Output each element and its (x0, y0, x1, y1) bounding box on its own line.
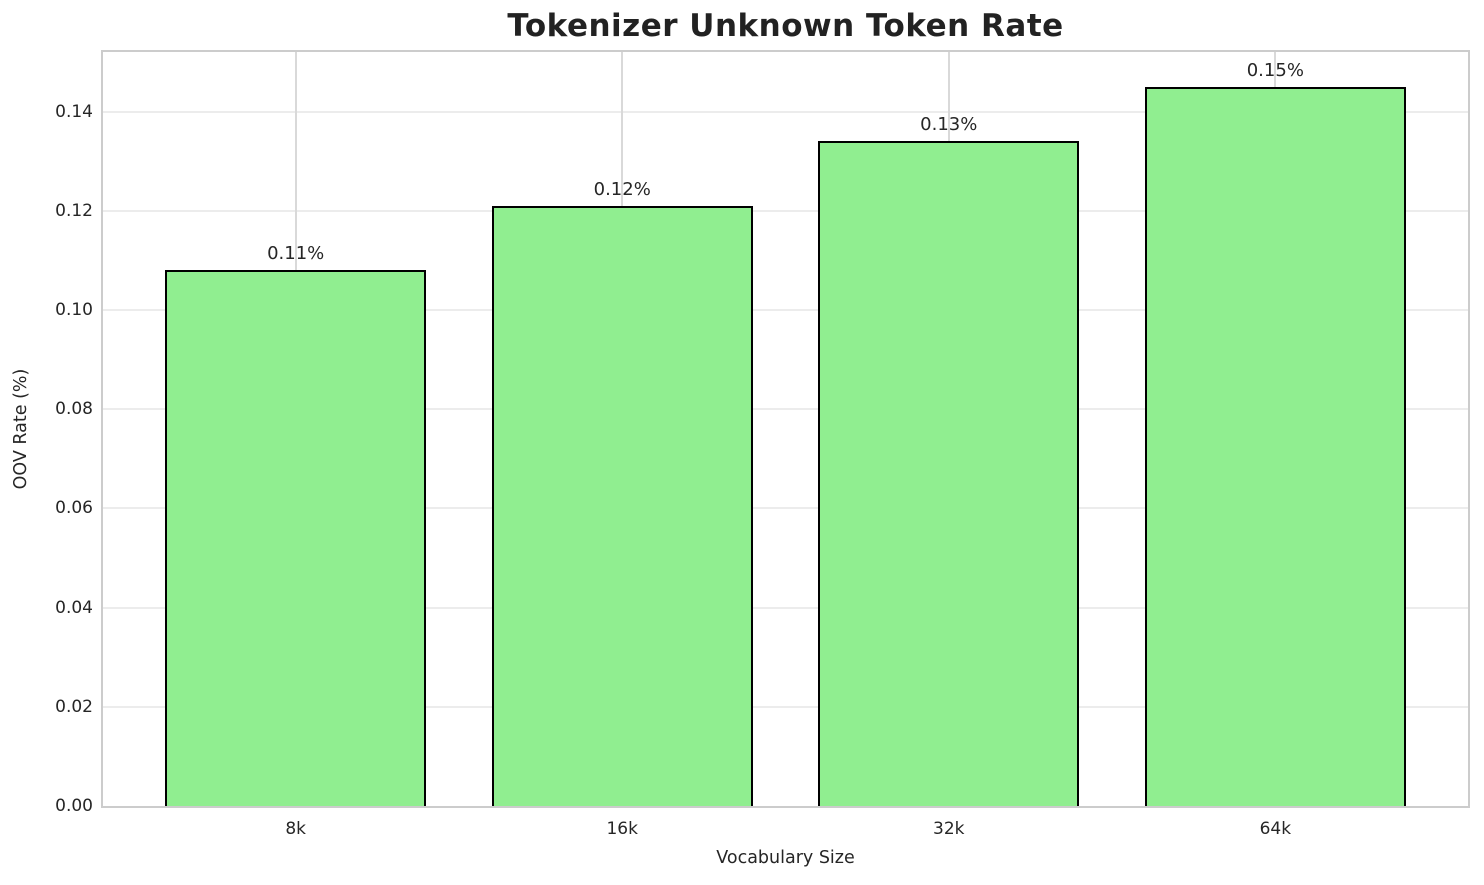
bar-16k (491, 205, 753, 806)
gridline-horizontal (103, 209, 1468, 212)
y-tick-label: 0.00 (55, 796, 93, 816)
bar-value-label: 0.12% (593, 178, 651, 200)
y-tick-label: 0.08 (55, 399, 93, 420)
bar-32k (818, 141, 1080, 806)
gridline-horizontal (103, 308, 1468, 311)
bar-value-label: 0.11% (267, 243, 325, 265)
gridline-horizontal (103, 705, 1468, 708)
gridline-horizontal (103, 408, 1468, 411)
y-tick-label: 0.12 (55, 200, 93, 221)
gridline-horizontal (103, 110, 1468, 113)
y-tick-label: 0.10 (55, 299, 93, 320)
y-tick-label: 0.06 (55, 498, 93, 519)
left-spine-y-axis-line (101, 50, 103, 808)
chart-title: Tokenizer Unknown Token Rate (507, 8, 1064, 44)
gridline-horizontal (103, 507, 1468, 510)
y-tick-label: 0.04 (55, 597, 93, 618)
y-tick-label: 0.02 (55, 696, 93, 717)
top-spine (101, 50, 1470, 52)
y-tick-label: 0.14 (55, 101, 93, 122)
bar-64k (1144, 86, 1406, 806)
x-tick-label: 32k (933, 819, 965, 839)
gridline-horizontal (103, 606, 1468, 609)
x-axis-label: Vocabulary Size (716, 848, 855, 868)
y-axis-label: OOV Rate (%) (11, 368, 31, 490)
x-tick-label: 64k (1259, 819, 1292, 839)
bar-value-label: 0.13% (920, 114, 978, 136)
right-spine (1468, 50, 1470, 808)
x-tick-label: 16k (606, 819, 638, 839)
x-tick-label: 8k (285, 819, 306, 839)
bottom-spine-x-axis-line (101, 806, 1470, 808)
bar-value-label: 0.15% (1246, 59, 1304, 81)
plot-area: 0.11% 0.12% 0.13% 0.15% (101, 50, 1470, 808)
bar-8k (165, 270, 427, 806)
